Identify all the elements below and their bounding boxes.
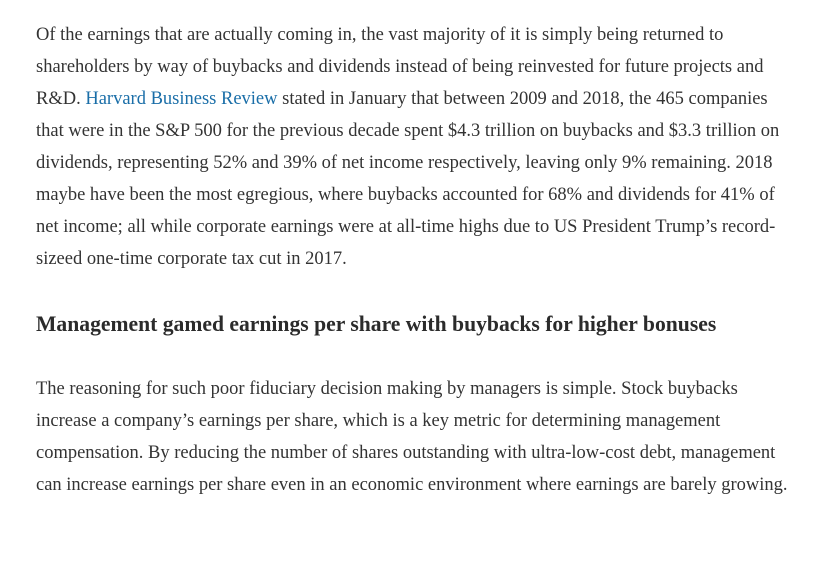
paragraph-1-text-before-link: Of the earnings that are actually coming… xyxy=(36,25,764,109)
section-heading: Management gamed earnings per share with… xyxy=(36,312,717,336)
harvard-business-review-link[interactable]: Harvard Business Review xyxy=(85,89,278,109)
article-body: Of the earnings that are actually coming… xyxy=(36,19,796,501)
article-paragraph-2: The reasoning for such poor fiduciary de… xyxy=(36,379,788,495)
article-paragraph-1: Of the earnings that are actually coming… xyxy=(36,19,796,275)
paragraph-1-text-after-link: stated in January that between 2009 and … xyxy=(36,89,780,269)
